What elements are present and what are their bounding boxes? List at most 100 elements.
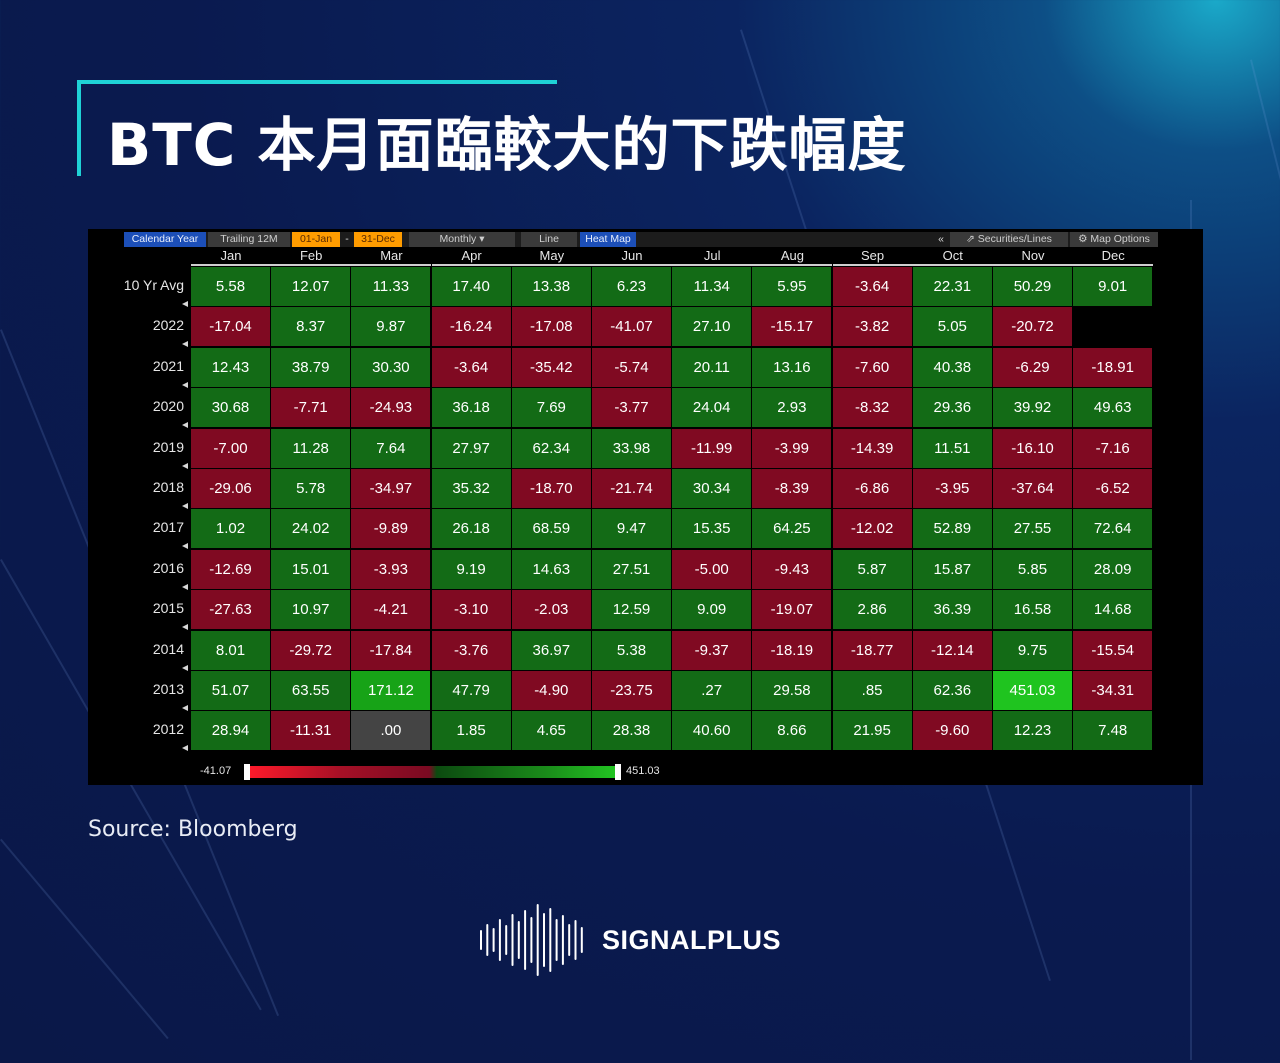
heatmap-cell[interactable]: -4.90 xyxy=(511,671,591,710)
heatmap-cell[interactable]: 2.86 xyxy=(832,590,912,630)
heatmap-cell[interactable]: -5.74 xyxy=(592,347,671,387)
heatmap-cell[interactable]: -6.52 xyxy=(1073,469,1153,508)
heatmap-cell[interactable]: -4.21 xyxy=(351,590,431,630)
heatmap-cell[interactable]: 7.48 xyxy=(1073,711,1153,751)
heatmap-cell[interactable]: -34.97 xyxy=(351,469,431,508)
heatmap-cell[interactable]: 11.34 xyxy=(672,267,752,306)
heatmap-cell[interactable]: 5.87 xyxy=(832,549,912,589)
heatmap-cell[interactable]: 451.03 xyxy=(993,671,1072,710)
heatmap-cell[interactable]: -2.03 xyxy=(511,590,591,630)
heatmap-cell[interactable]: 6.23 xyxy=(592,267,671,306)
heatmap-cell[interactable]: 49.63 xyxy=(1073,388,1153,428)
heatmap-cell[interactable]: -7.00 xyxy=(191,428,270,468)
heatmap-cell[interactable]: 28.94 xyxy=(191,711,270,751)
heatmap-cell[interactable]: 2.93 xyxy=(752,388,832,428)
heatmap-cell[interactable]: 47.79 xyxy=(431,671,511,710)
heatmap-cell[interactable]: 39.92 xyxy=(993,388,1072,428)
heatmap-cell[interactable]: 27.10 xyxy=(672,307,752,347)
heatmap-cell[interactable]: -41.07 xyxy=(592,307,671,347)
heatmap-cell[interactable]: 62.36 xyxy=(912,671,992,710)
map-options-button[interactable]: ⚙ Map Options xyxy=(1070,232,1158,247)
heatmap-cell[interactable]: 68.59 xyxy=(511,509,591,549)
heatmap-cell[interactable]: -17.04 xyxy=(191,307,270,347)
heatmap-cell[interactable]: -19.07 xyxy=(752,590,832,630)
heatmap-cell[interactable]: 9.75 xyxy=(993,630,1072,670)
heatmap-cell[interactable]: -9.89 xyxy=(351,509,431,549)
heatmap-cell[interactable]: 20.11 xyxy=(672,347,752,387)
collapse-icon[interactable]: « xyxy=(938,233,944,245)
heatmap-cell[interactable]: 51.07 xyxy=(191,671,270,710)
start-date-field[interactable]: 01-Jan xyxy=(292,232,340,247)
heatmap-cell[interactable] xyxy=(1073,307,1152,346)
heatmap-cell[interactable]: 27.55 xyxy=(993,509,1072,549)
heatmap-cell[interactable]: -15.54 xyxy=(1073,630,1153,670)
heatmap-cell[interactable]: 5.78 xyxy=(271,469,351,508)
heatmap-cell[interactable]: -7.71 xyxy=(271,388,351,428)
heatmap-cell[interactable]: -18.70 xyxy=(511,469,591,508)
heatmap-cell[interactable]: -24.93 xyxy=(351,388,431,428)
heatmap-cell[interactable]: -3.95 xyxy=(912,469,992,508)
heatmap-cell[interactable]: -35.42 xyxy=(511,347,591,387)
heatmap-cell[interactable]: 8.66 xyxy=(752,711,832,751)
heatmap-cell[interactable]: -16.10 xyxy=(993,428,1072,468)
legend-max-handle[interactable] xyxy=(615,764,621,780)
heatmap-cell[interactable]: 28.38 xyxy=(592,711,671,751)
heatmap-cell[interactable]: 5.05 xyxy=(912,307,992,347)
heatmap-cell[interactable]: 29.58 xyxy=(752,671,832,710)
heatmap-cell[interactable]: -18.19 xyxy=(752,630,832,670)
heatmap-cell[interactable]: 11.33 xyxy=(351,267,431,306)
heatmap-cell[interactable]: 30.68 xyxy=(191,388,270,428)
heatmap-cell[interactable]: 14.68 xyxy=(1073,590,1153,630)
heatmap-cell[interactable]: -15.17 xyxy=(752,307,832,347)
heatmap-cell[interactable]: -7.16 xyxy=(1073,428,1153,468)
heatmap-cell[interactable]: 38.79 xyxy=(271,347,351,387)
heatmap-cell[interactable]: 36.18 xyxy=(431,388,511,428)
heatmap-cell[interactable]: 8.01 xyxy=(191,630,270,670)
heatmap-cell[interactable]: 9.09 xyxy=(672,590,752,630)
heatmap-cell[interactable]: 15.87 xyxy=(912,549,992,589)
heatmap-cell[interactable]: .27 xyxy=(672,671,752,710)
heatmap-cell[interactable]: -29.06 xyxy=(191,469,270,508)
heatmap-cell[interactable]: -3.64 xyxy=(832,267,912,306)
heatmap-cell[interactable]: -18.77 xyxy=(832,630,912,670)
heatmap-cell[interactable]: -37.64 xyxy=(993,469,1072,508)
heatmap-cell[interactable]: -6.29 xyxy=(993,347,1072,387)
line-button[interactable]: Line xyxy=(521,232,577,247)
heatmap-cell[interactable]: -11.99 xyxy=(672,428,752,468)
heatmap-cell[interactable]: 30.30 xyxy=(351,347,431,387)
heatmap-cell[interactable]: 9.19 xyxy=(431,549,511,589)
heatmap-cell[interactable]: 5.95 xyxy=(752,267,832,306)
heatmap-cell[interactable]: -17.08 xyxy=(511,307,591,347)
heatmap-cell[interactable]: .85 xyxy=(832,671,912,710)
heatmap-cell[interactable]: 40.38 xyxy=(912,347,992,387)
heatmap-cell[interactable]: -12.02 xyxy=(832,509,912,549)
heatmap-cell[interactable]: -18.91 xyxy=(1073,347,1153,387)
heatmap-cell[interactable]: 5.85 xyxy=(993,549,1072,589)
heatmap-cell[interactable]: 40.60 xyxy=(672,711,752,751)
heatmap-cell[interactable]: 12.07 xyxy=(271,267,351,306)
heatmap-cell[interactable]: 24.04 xyxy=(672,388,752,428)
heatmap-cell[interactable]: -3.64 xyxy=(431,347,511,387)
heatmap-cell[interactable]: 15.35 xyxy=(672,509,752,549)
heatmap-cell[interactable]: 14.63 xyxy=(511,549,591,589)
heatmap-cell[interactable]: 26.18 xyxy=(431,509,511,549)
heatmap-cell[interactable]: 12.59 xyxy=(592,590,671,630)
heatmap-cell[interactable]: -12.14 xyxy=(912,630,992,670)
calendar-year-button[interactable]: Calendar Year xyxy=(124,232,206,247)
heatmap-cell[interactable]: -9.60 xyxy=(912,711,992,751)
heatmap-cell[interactable]: 7.64 xyxy=(351,428,431,468)
heatmap-cell[interactable]: -7.60 xyxy=(832,347,912,387)
heatmap-cell[interactable]: -9.37 xyxy=(672,630,752,670)
heatmap-cell[interactable]: -5.00 xyxy=(672,549,752,589)
heatmap-cell[interactable]: 9.87 xyxy=(351,307,431,347)
heatmap-cell[interactable]: 22.31 xyxy=(912,267,992,306)
heatmap-cell[interactable]: 8.37 xyxy=(271,307,351,347)
heatmap-cell[interactable]: 4.65 xyxy=(511,711,591,751)
heatmap-cell[interactable]: -9.43 xyxy=(752,549,832,589)
heatmap-cell[interactable]: 29.36 xyxy=(912,388,992,428)
end-date-field[interactable]: 31-Dec xyxy=(354,232,402,247)
heatmap-cell[interactable]: 1.02 xyxy=(191,509,270,549)
heatmap-cell[interactable]: 12.23 xyxy=(993,711,1072,751)
heatmap-cell[interactable]: -34.31 xyxy=(1073,671,1153,710)
heatmap-cell[interactable]: -8.32 xyxy=(832,388,912,428)
